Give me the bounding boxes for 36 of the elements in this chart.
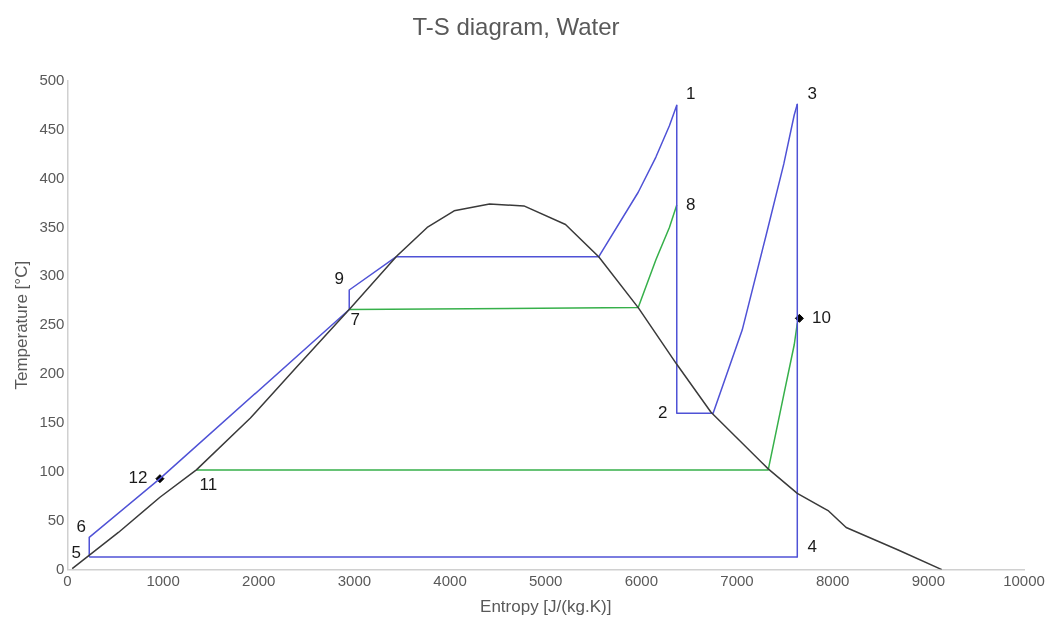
chart-title: T-S diagram, Water [412, 13, 620, 41]
annotation: 4 [807, 536, 818, 556]
y-tick-label: 450 [39, 119, 65, 137]
y-tick-label: 200 [39, 364, 65, 382]
annotation: 1 [686, 83, 696, 103]
annotation: 7 [350, 310, 360, 330]
x-tick-label: 10000 [1003, 571, 1045, 589]
y-tick-label: 350 [39, 217, 65, 235]
x-tick-label: 1000 [146, 571, 180, 589]
annotation: 11 [199, 474, 218, 494]
annotation: 2 [658, 402, 668, 422]
x-tick-label: 2000 [242, 571, 276, 589]
x-tick-label: 7000 [720, 571, 754, 589]
y-tick-label: 100 [39, 461, 65, 479]
x-tick-label: 6000 [624, 571, 659, 589]
annotation: 9 [334, 268, 344, 288]
x-axis-title: Entropy [J/(kg.K)] [480, 597, 612, 617]
x-tick-label: 5000 [529, 571, 563, 589]
y-tick-label: 150 [39, 413, 65, 431]
annotation: 8 [686, 194, 696, 214]
y-tick-label: 500 [39, 70, 65, 88]
y-tick-label: 50 [47, 510, 65, 528]
y-tick-label: 0 [56, 559, 65, 577]
x-tick-label: 4000 [433, 571, 467, 589]
y-tick-label: 250 [39, 315, 65, 333]
annotation: 5 [71, 542, 81, 562]
annotation: 10 [811, 308, 831, 328]
y-tick-label: 300 [39, 266, 65, 284]
annotation: 12 [128, 468, 148, 488]
x-tick-label: 8000 [816, 571, 850, 589]
annotation: 6 [76, 517, 86, 537]
y-tick-label: 400 [39, 168, 65, 186]
x-tick-label: 3000 [337, 571, 372, 589]
x-tick-label: 9000 [911, 571, 946, 589]
annotation: 3 [807, 83, 818, 103]
y-axis-title: Temperature [°C] [11, 260, 31, 390]
